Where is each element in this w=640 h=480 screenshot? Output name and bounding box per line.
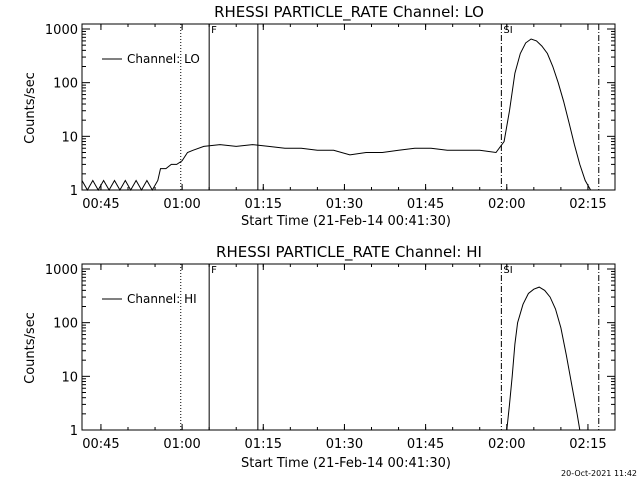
marker-label: F [211, 25, 217, 36]
y-tick-label: 1 [70, 184, 78, 199]
x-tick-label: 01:00 [163, 197, 200, 212]
y-tick-label: 10 [61, 130, 78, 145]
y-tick-label: 100 [53, 317, 78, 332]
footer-timestamp: 20-Oct-2021 11:42 [561, 469, 637, 478]
legend-label: Channel: LO [127, 52, 200, 66]
y-tick-label: 1000 [45, 263, 78, 278]
marker-label: SI [503, 25, 512, 36]
x-tick-label: 01:00 [163, 437, 200, 452]
bottom-panel-title: RHESSI PARTICLE_RATE Channel: HI [216, 243, 482, 262]
x-tick-label: 00:45 [82, 437, 119, 452]
top-panel-title: RHESSI PARTICLE_RATE Channel: LO [214, 3, 484, 22]
x-tick-label: 01:30 [326, 197, 363, 212]
y-tick-label: 100 [53, 77, 78, 92]
x-tick-label: 01:15 [245, 437, 282, 452]
y-tick-label: 1000 [45, 23, 78, 38]
x-tick-label: 02:00 [488, 197, 525, 212]
x-tick-label: 01:45 [407, 437, 444, 452]
top-panel-xlabel: Start Time (21-Feb-14 00:41:30) [241, 214, 451, 229]
bottom-panel: RHESSI PARTICLE_RATE Channel: HI Start T… [23, 243, 616, 471]
y-tick-label: 1 [70, 424, 78, 439]
series-line [506, 286, 581, 431]
x-tick-label: 00:45 [82, 197, 119, 212]
x-tick-label: 02:00 [488, 437, 525, 452]
series-line [81, 38, 592, 192]
bottom-panel-plot-area: 00:45 01:00 01:15 01:30 01:45 02:00 02:15 1 10 10… [45, 263, 616, 452]
x-tick-label: 01:15 [245, 197, 282, 212]
plot-frame [81, 23, 616, 191]
top-panel-ylabel: Counts/sec [23, 72, 38, 144]
x-tick-label: 01:45 [407, 197, 444, 212]
x-tick-label: 01:30 [326, 437, 363, 452]
plot-frame [81, 263, 616, 431]
marker-label: SI [503, 265, 512, 276]
marker-label: F [211, 265, 217, 276]
bottom-panel-xlabel: Start Time (21-Feb-14 00:41:30) [241, 456, 451, 471]
bottom-panel-ylabel: Counts/sec [23, 312, 38, 384]
top-panel: RHESSI PARTICLE_RATE Channel: LO Start T… [23, 3, 616, 229]
x-tick-label: 02:15 [569, 437, 606, 452]
x-tick-label: 02:15 [569, 197, 606, 212]
top-panel-plot-area: 00:45 01:00 01:15 01:30 01:45 02:00 02:15 1 10 10… [45, 23, 616, 212]
y-tick-label: 10 [61, 370, 78, 385]
legend-label: Channel: HI [127, 292, 197, 306]
